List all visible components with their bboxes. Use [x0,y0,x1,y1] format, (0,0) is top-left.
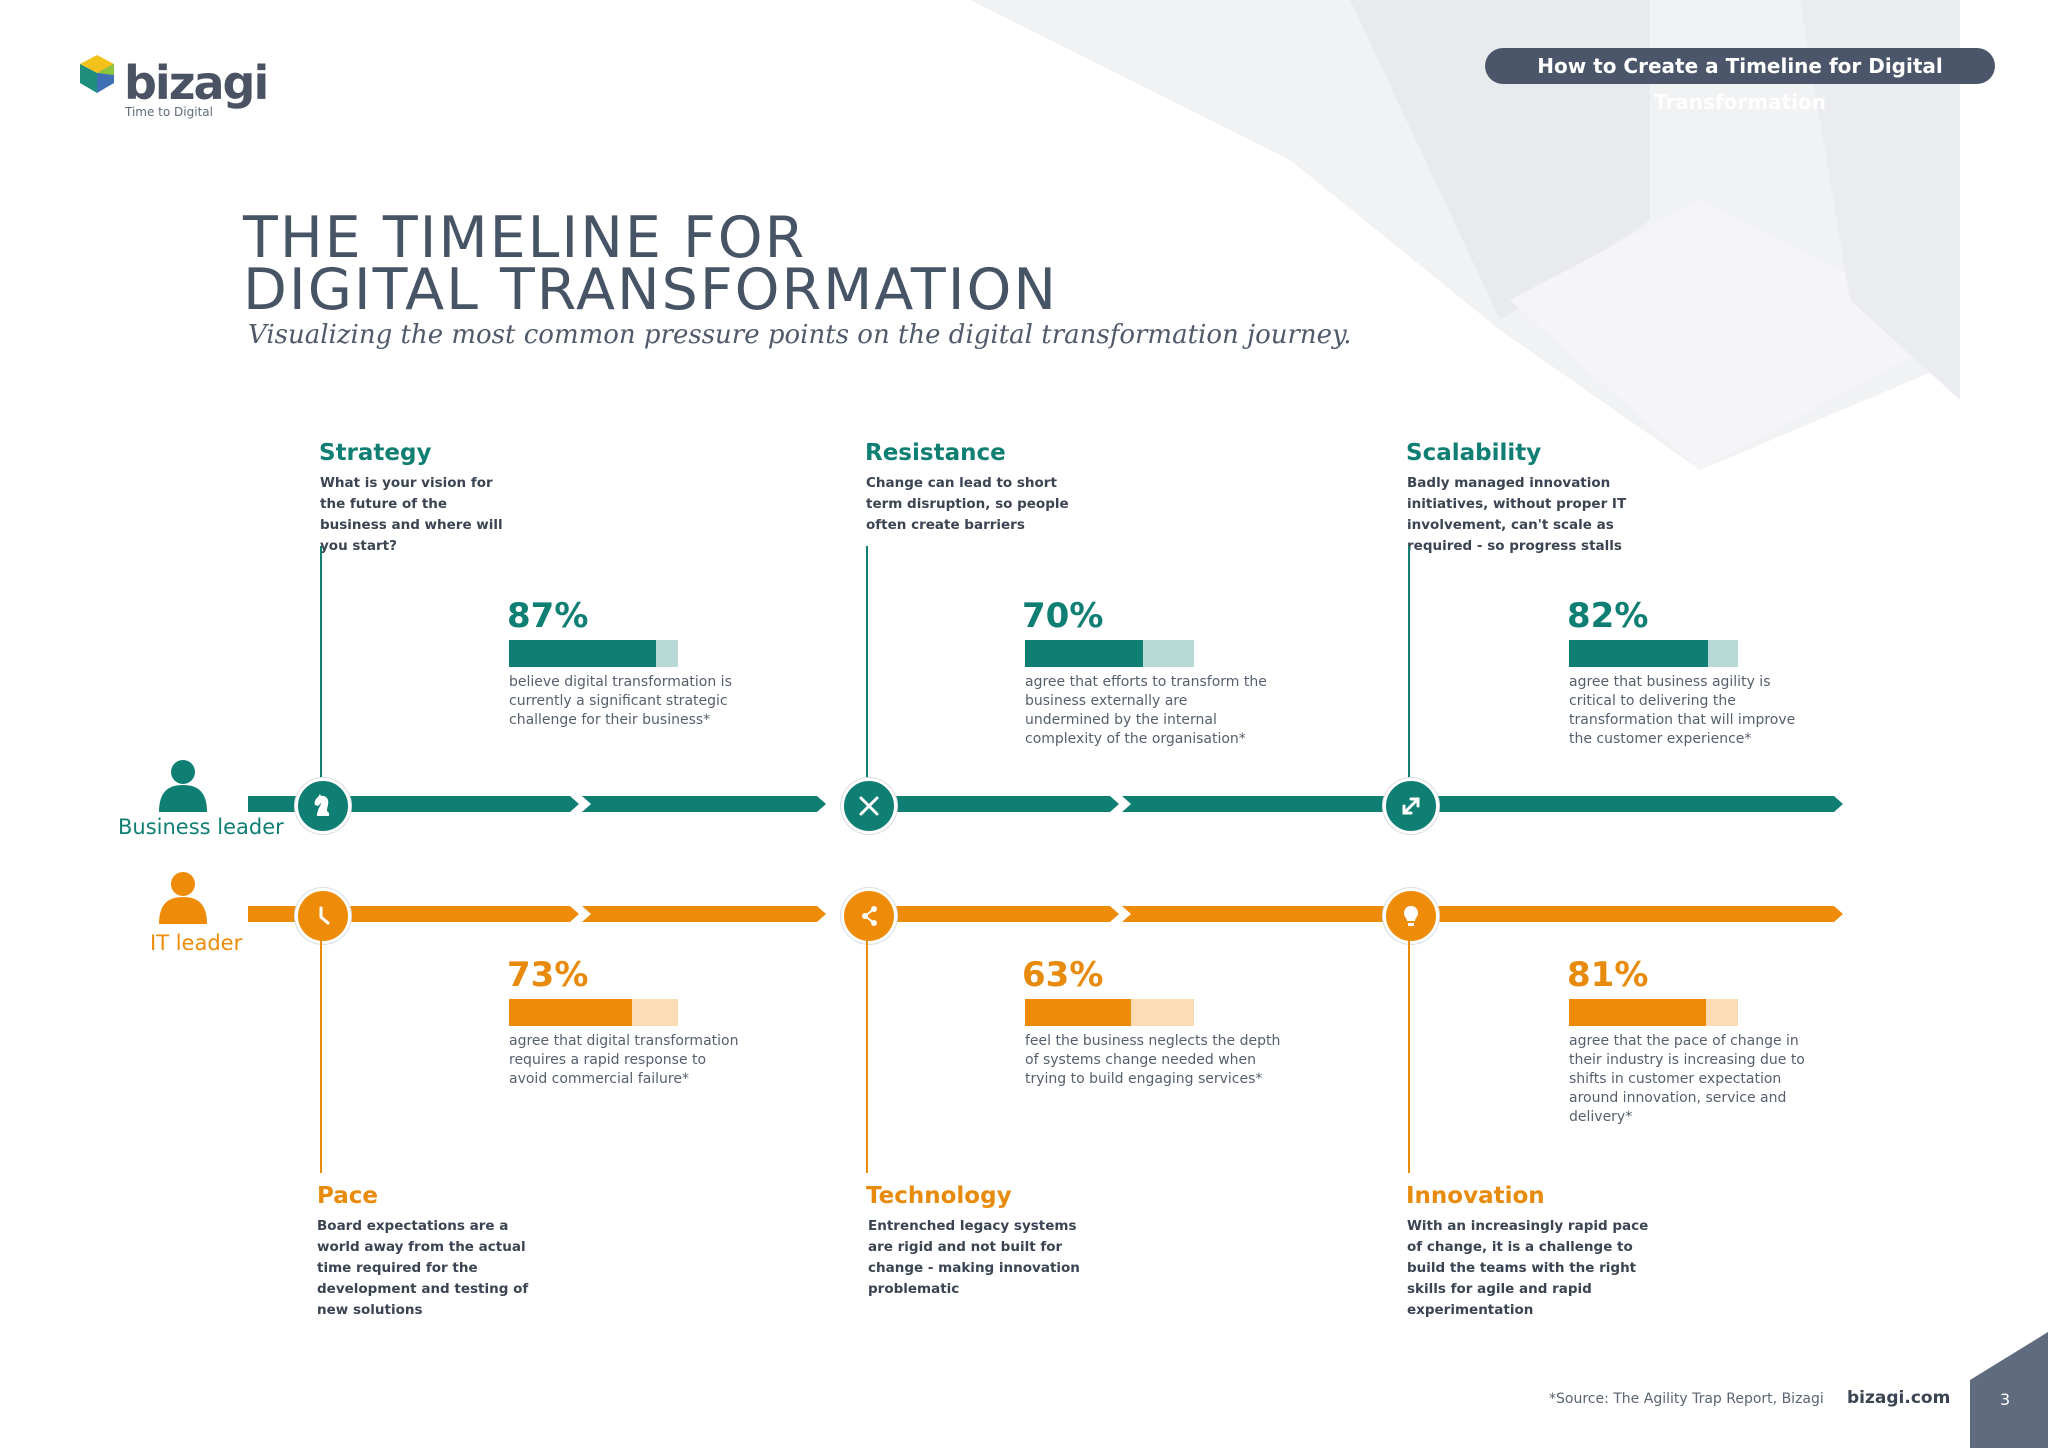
technology-node [841,888,897,944]
scalability-bar-fill [1569,640,1708,667]
technology-description: Entrenched legacy systems are rigid and … [868,1218,1080,1297]
close-x-icon [859,796,879,816]
pace-connector [320,940,322,1173]
resistance-bar-fill [1025,640,1144,667]
strategy-bar [509,640,678,667]
resistance-heading: Resistance [865,440,1006,466]
chess-knight-icon [314,794,329,816]
innovation-heading: Innovation [1406,1183,1545,1209]
innovation-bar [1569,999,1738,1026]
strategy-stat: believe digital transformation is curren… [509,674,732,728]
pace-description: Board expectations are a world away from… [317,1218,529,1318]
document-title-pill: How to Create a Timeline for Digital Tra… [1485,48,1995,114]
business-leader-person-icon [159,760,207,812]
clock-icon [319,906,330,925]
innovation-node [1383,888,1439,944]
innovation-stat: agree that the pace of change in their i… [1569,1033,1805,1125]
scalability-description: Badly managed innovation initiatives, wi… [1407,475,1627,554]
scalability-stat: agree that business agility is critical … [1569,674,1796,747]
resistance-bar [1025,640,1194,667]
resistance-node [841,778,897,834]
lightbulb-icon [1404,906,1418,926]
scalability-heading: Scalability [1406,440,1542,466]
source-footnote: *Source: The Agility Trap Report, Bizagi [1549,1391,1824,1407]
pace-percent: 73% [507,955,589,995]
strategy-node [295,778,351,834]
innovation-connector [1408,940,1410,1173]
strategy-connector [320,546,322,798]
resistance-connector [866,546,868,798]
technology-heading: Technology [866,1183,1012,1209]
scalability-bar [1569,640,1738,667]
strategy-description: What is your vision for the future of th… [320,475,503,554]
pace-bar-fill [509,999,633,1026]
technology-bar [1025,999,1194,1026]
resistance-percent: 70% [1022,596,1104,636]
resistance-stat: agree that efforts to transform the busi… [1025,674,1267,747]
it-leader-person-icon [159,872,207,924]
scalability-percent: 82% [1567,596,1649,636]
page-title-line1: THE TIMELINE FOR [243,205,807,271]
pace-heading: Pace [317,1183,378,1209]
strategy-bar-fill [509,640,657,667]
innovation-bar-fill [1569,999,1706,1026]
technology-connector [866,940,868,1173]
website-link[interactable]: bizagi.com [1847,1388,1951,1408]
technology-bar-fill [1025,999,1132,1026]
pace-node [295,888,351,944]
technology-percent: 63% [1022,955,1104,995]
innovation-description: With an increasingly rapid pace of chang… [1407,1218,1649,1318]
page-title-line2: DIGITAL TRANSFORMATION [243,257,1059,323]
innovation-percent: 81% [1567,955,1649,995]
expand-arrows-icon [1402,797,1420,815]
page-title: THE TIMELINE FOR DIGITAL TRANSFORMATION [243,205,1059,323]
strategy-percent: 87% [507,596,589,636]
brand-tagline: Time to Digital [125,105,213,119]
business-leader-label: Business leader [118,815,284,839]
pace-stat: agree that digital transformation requir… [509,1033,739,1087]
scalability-node [1383,778,1439,834]
brand-name: bizagi [124,56,269,110]
it-leader-label: IT leader [150,931,243,955]
bizagi-logo-icon [80,55,114,93]
share-network-icon [862,906,877,926]
page-number: 3 [2000,1390,2011,1409]
strategy-heading: Strategy [319,440,432,466]
technology-stat: feel the business neglects the depth of … [1025,1033,1281,1087]
resistance-description: Change can lead to short term disruption… [866,475,1069,533]
page-subtitle: Visualizing the most common pressure poi… [248,320,1352,350]
scalability-connector [1408,546,1410,798]
pace-bar [509,999,678,1026]
